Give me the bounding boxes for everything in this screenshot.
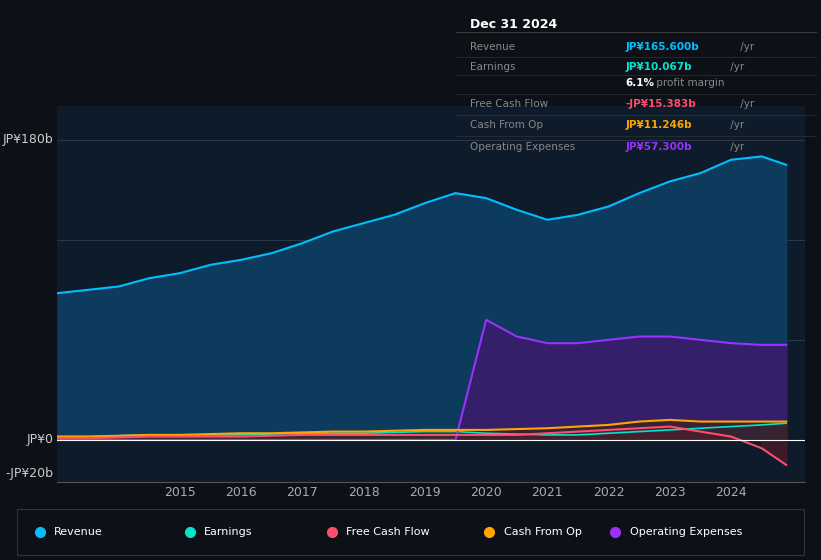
Text: JP¥10.067b: JP¥10.067b [626,63,692,72]
Text: Operating Expenses: Operating Expenses [630,527,742,537]
Text: Earnings: Earnings [470,63,516,72]
Text: /yr: /yr [736,41,754,52]
Text: -JP¥20b: -JP¥20b [6,467,53,480]
FancyBboxPatch shape [17,510,804,554]
Text: JP¥180b: JP¥180b [3,133,53,146]
Text: JP¥57.300b: JP¥57.300b [626,142,692,152]
Text: /yr: /yr [736,99,754,109]
Text: /yr: /yr [727,120,744,130]
Text: 6.1%: 6.1% [626,78,654,88]
Text: Free Cash Flow: Free Cash Flow [346,527,429,537]
Text: Operating Expenses: Operating Expenses [470,142,576,152]
Text: Dec 31 2024: Dec 31 2024 [470,18,557,31]
Text: -JP¥15.383b: -JP¥15.383b [626,99,696,109]
Text: /yr: /yr [727,63,744,72]
Text: Cash From Op: Cash From Op [503,527,581,537]
Text: Revenue: Revenue [470,41,516,52]
Text: /yr: /yr [727,142,744,152]
Text: Cash From Op: Cash From Op [470,120,544,130]
Text: profit margin: profit margin [653,78,724,88]
Text: Earnings: Earnings [204,527,253,537]
Text: Revenue: Revenue [54,527,103,537]
Text: JP¥0: JP¥0 [27,433,53,446]
Text: JP¥165.600b: JP¥165.600b [626,41,699,52]
Text: Free Cash Flow: Free Cash Flow [470,99,548,109]
Text: JP¥11.246b: JP¥11.246b [626,120,692,130]
